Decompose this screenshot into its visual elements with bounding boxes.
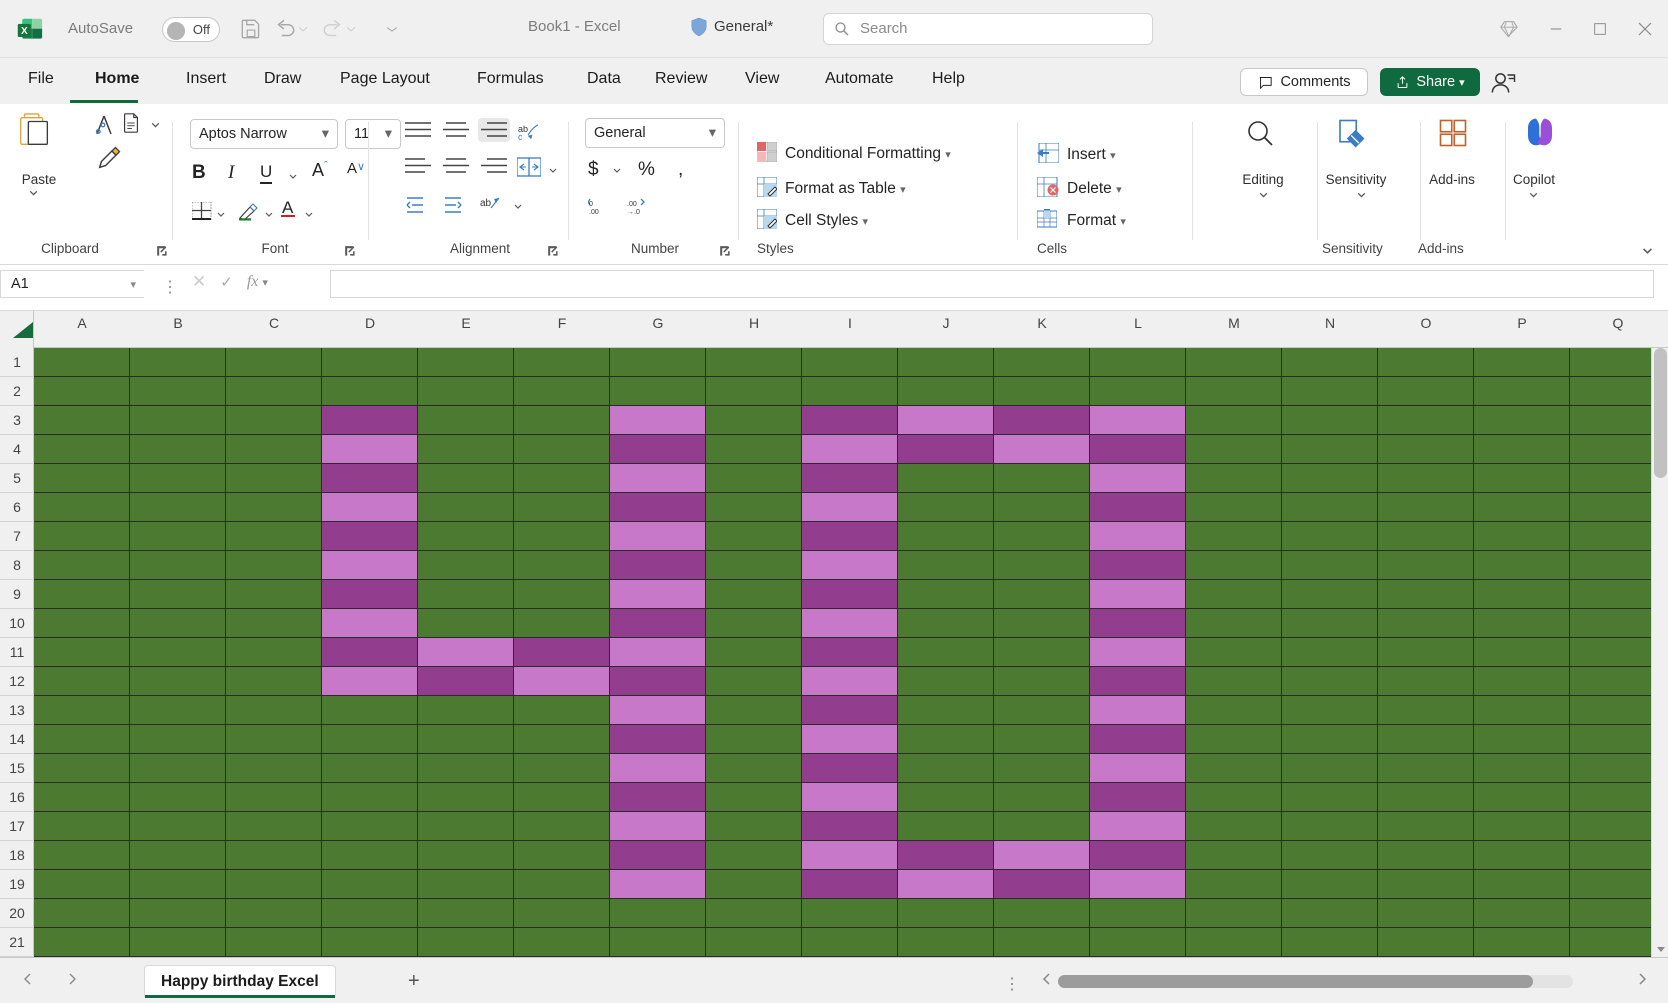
svg-text:.00: .00 [627, 201, 637, 208]
svg-text:c: c [518, 132, 523, 140]
svg-text:.00: .00 [589, 209, 599, 215]
svg-text:ab: ab [480, 198, 492, 209]
svg-text:X: X [21, 26, 28, 37]
svg-text:0: 0 [589, 201, 593, 208]
svg-text:→.0: →.0 [627, 209, 640, 215]
